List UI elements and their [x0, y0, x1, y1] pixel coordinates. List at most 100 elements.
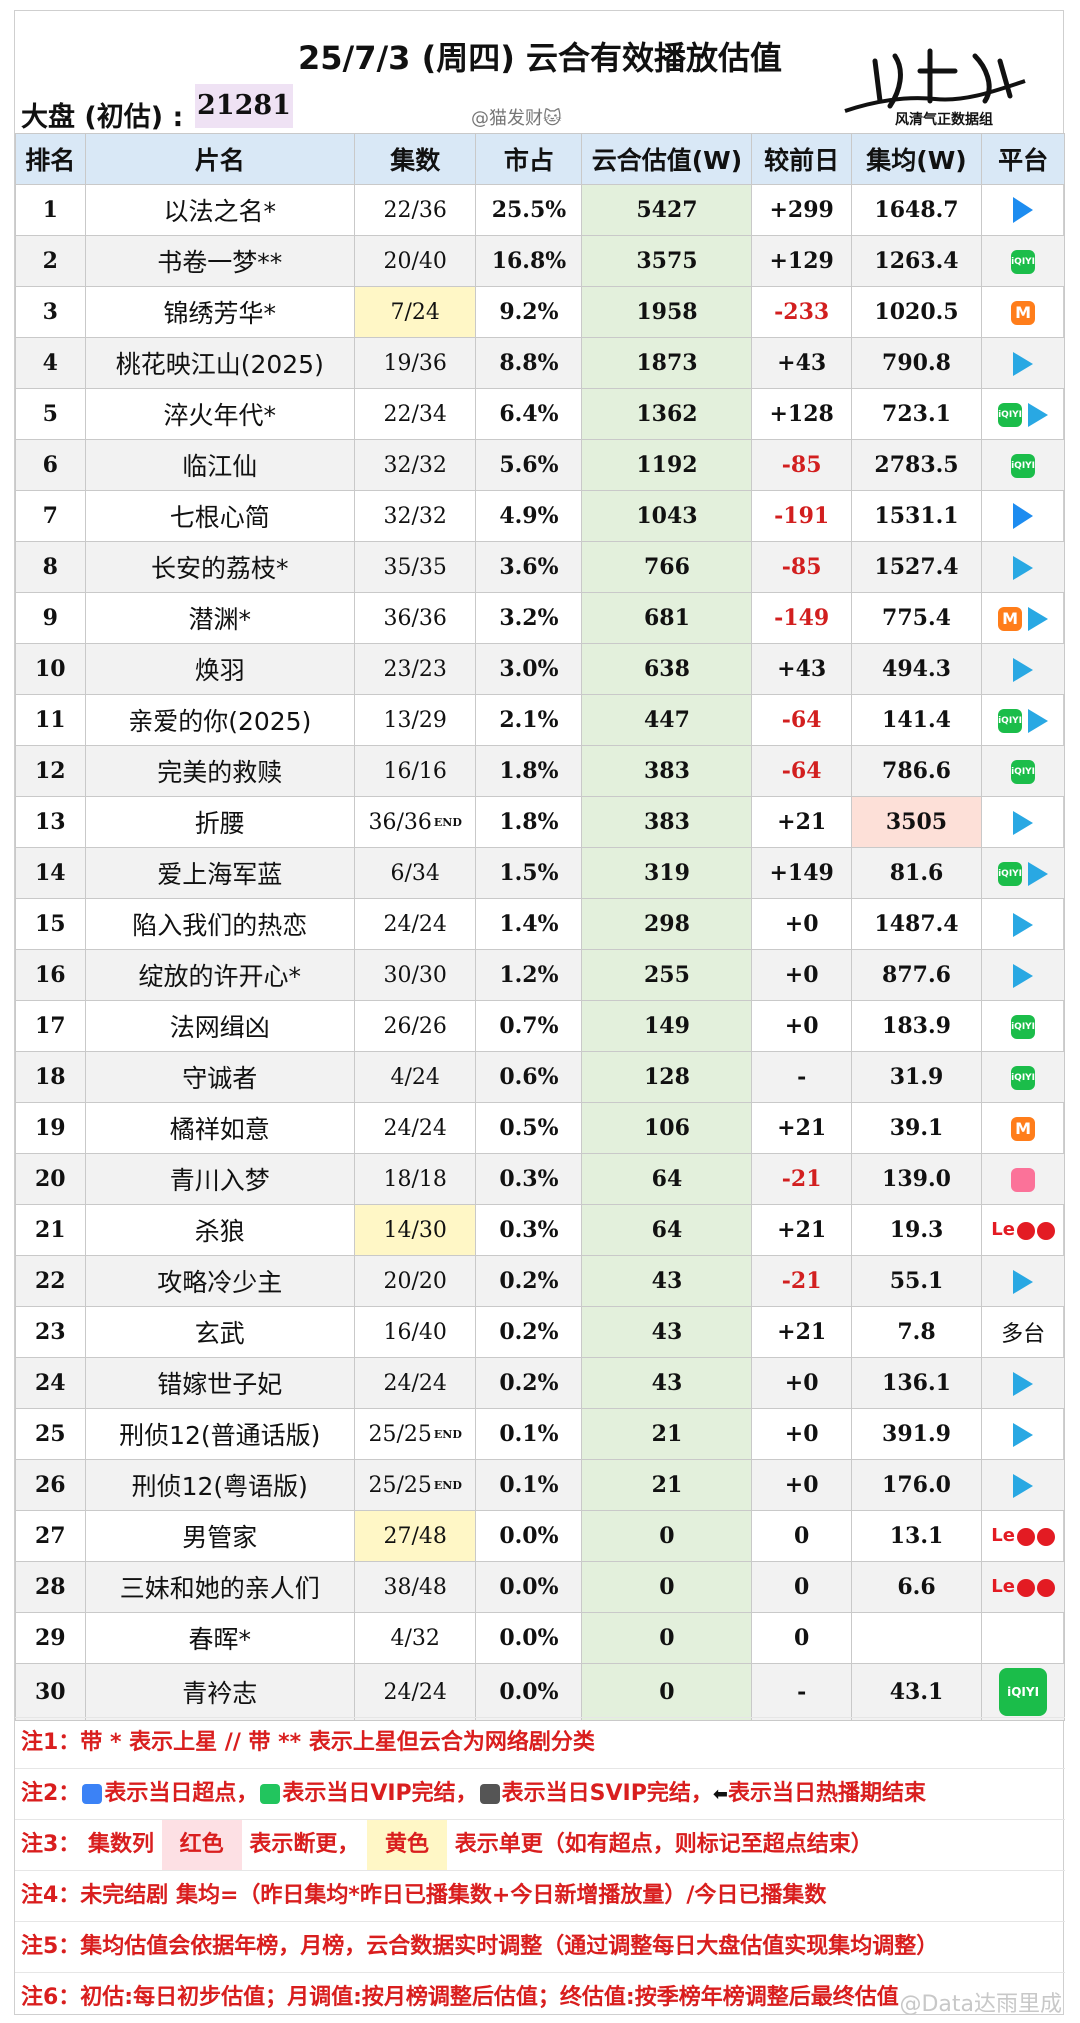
avg-cell-text: 136.1	[882, 1370, 951, 1396]
platform-cell: iQIYI	[981, 1663, 1065, 1721]
title-cell: 错嫁世子妃	[84, 1357, 355, 1409]
table-row: 22 攻略冷少主 20/20 0.2% 43 -21 55.1	[15, 1255, 1065, 1307]
episodes-cell-text: 7/24	[390, 299, 440, 325]
episodes-cell-text: 27/48	[383, 1523, 447, 1549]
mango-tv-icon: M	[1011, 1116, 1036, 1141]
change-cell: -21	[751, 1255, 852, 1307]
avg-cell-text: 55.1	[889, 1268, 944, 1294]
iqiyi-icon: iQIYI	[998, 861, 1023, 886]
share-cell-text: 0.2%	[499, 1370, 559, 1396]
sheet-header: 25/7/3 (周四) 云合有效播放估值 大盘 (初估) : 21281 @猫发…	[15, 11, 1065, 133]
episodes-cell: 13/29	[353, 694, 477, 746]
avg-cell-text: 43.1	[889, 1679, 944, 1705]
episodes-cell: 24/24	[353, 1663, 477, 1721]
rank-cell-text: 16	[34, 962, 66, 988]
share-cell: 0.2%	[475, 1357, 583, 1409]
change-cell: +0	[751, 1408, 852, 1460]
platform-cell	[981, 1612, 1065, 1664]
share-cell: 0.0%	[475, 1510, 583, 1562]
share-cell-text: 2.1%	[499, 707, 559, 733]
title-cell: 亲爱的你(2025)	[84, 694, 355, 746]
note-4: 注4：未完结剧 集均=（昨日集均*昨日已播集数+今日新增播放量）/今日已播集数	[15, 1870, 1065, 1921]
tencent-video-icon	[1013, 1473, 1034, 1498]
title-cell: 玄武	[84, 1306, 355, 1358]
tencent-video-icon	[1028, 708, 1049, 733]
change-cell: -	[751, 1051, 852, 1103]
estimate-cell-text: 383	[643, 758, 690, 784]
estimate-cell: 638	[581, 643, 753, 695]
episodes-cell: 35/35	[353, 541, 477, 593]
change-cell: +0	[751, 1357, 852, 1409]
title-cell-text: 临江仙	[182, 452, 258, 481]
estimate-cell-text: 681	[643, 605, 690, 631]
episodes-cell-text: 13/29	[383, 707, 447, 733]
table-row: 28 三妹和她的亲人们 38/48 0.0% 0 0 6.6 Le	[15, 1561, 1065, 1613]
red-play-icon	[1036, 1221, 1055, 1240]
rank-cell-text: 25	[34, 1421, 66, 1447]
check-dark-icon	[479, 1784, 500, 1804]
avg-cell: 19.3	[850, 1204, 983, 1256]
episodes-cell-text: 19/36	[383, 350, 447, 376]
market-value: 21281	[195, 84, 293, 128]
avg-cell-text: 1020.5	[874, 299, 959, 325]
change-cell-text: +129	[769, 248, 834, 274]
episodes-cell-text: 32/32	[383, 452, 447, 478]
avg-cell: 81.6	[850, 847, 983, 899]
yellow-chip: 黄色	[367, 1820, 448, 1870]
change-cell: +299	[751, 184, 852, 236]
estimate-cell: 106	[581, 1102, 753, 1154]
change-cell: +21	[751, 1204, 852, 1256]
avg-cell: 6.6	[850, 1561, 983, 1613]
avg-cell-text: 494.3	[882, 656, 951, 682]
rank-cell-text: 28	[34, 1574, 66, 1600]
rank-cell: 15	[15, 898, 86, 950]
estimate-cell: 21	[581, 1408, 753, 1460]
title-cell-text: 亲爱的你(2025)	[128, 707, 312, 736]
mango-tv-icon: M	[1011, 300, 1036, 325]
avg-cell: 136.1	[850, 1357, 983, 1409]
rank-cell: 10	[15, 643, 86, 695]
avg-cell-text: 81.6	[889, 860, 944, 886]
change-cell-text: +299	[769, 197, 834, 223]
table-row: 27 男管家 27/48 0.0% 0 0 13.1 Le	[15, 1510, 1065, 1562]
share-cell: 1.5%	[475, 847, 583, 899]
episodes-cell-text: 6/34	[390, 860, 440, 886]
weibo-handle: @猫发财🐱	[471, 108, 562, 129]
note-3: 注3： 集数列 红色 表示断更， 黄色 表示单更（如有超点，则标记至超点结束）	[15, 1819, 1065, 1870]
share-cell-text: 8.8%	[499, 350, 559, 376]
episodes-cell: 22/36	[353, 184, 477, 236]
note-1: 注1：带 * 表示上星 // 带 ** 表示上星但云合为网络剧分类	[15, 1717, 1065, 1768]
end-arrow-icon: ⬅	[712, 1784, 728, 1805]
change-cell-text: +21	[777, 1319, 827, 1345]
rank-cell-text: 17	[34, 1013, 66, 1039]
iqiyi-icon: iQIYI	[1011, 1065, 1036, 1090]
avg-cell: 7.8	[850, 1306, 983, 1358]
red-play-icon	[1036, 1527, 1055, 1546]
title-cell: 完美的救赎	[84, 745, 355, 797]
iqiyi-icon: iQIYI	[998, 402, 1023, 427]
share-cell-text: 0.0%	[499, 1523, 559, 1549]
episodes-cell: 38/48	[353, 1561, 477, 1613]
share-cell: 1.2%	[475, 949, 583, 1001]
estimate-cell-text: 298	[643, 911, 690, 937]
share-cell: 1.8%	[475, 745, 583, 797]
share-cell: 0.2%	[475, 1255, 583, 1307]
avg-cell-text: 2783.5	[874, 452, 959, 478]
estimate-cell: 0	[581, 1612, 753, 1664]
share-cell-text: 0.7%	[499, 1013, 559, 1039]
rank-cell: 25	[15, 1408, 86, 1460]
red-play-icon	[1016, 1221, 1035, 1240]
share-cell-text: 0.2%	[499, 1268, 559, 1294]
avg-cell-text: 183.9	[882, 1013, 951, 1039]
estimate-cell: 149	[581, 1000, 753, 1052]
share-cell-text: 16.8%	[491, 248, 567, 274]
episodes-cell: 26/26	[353, 1000, 477, 1052]
change-cell-text: 0	[794, 1574, 810, 1600]
share-cell: 2.1%	[475, 694, 583, 746]
page-title: 25/7/3 (周四) 云合有效播放估值	[298, 39, 782, 77]
check-icon	[260, 1784, 281, 1804]
iqiyi-icon: iQIYI	[1011, 759, 1036, 784]
avg-cell: 1263.4	[850, 235, 983, 287]
share-cell: 0.0%	[475, 1663, 583, 1721]
table-row: 30 青衿志 24/24 0.0% 0 - 43.1 iQIYI	[15, 1663, 1065, 1721]
